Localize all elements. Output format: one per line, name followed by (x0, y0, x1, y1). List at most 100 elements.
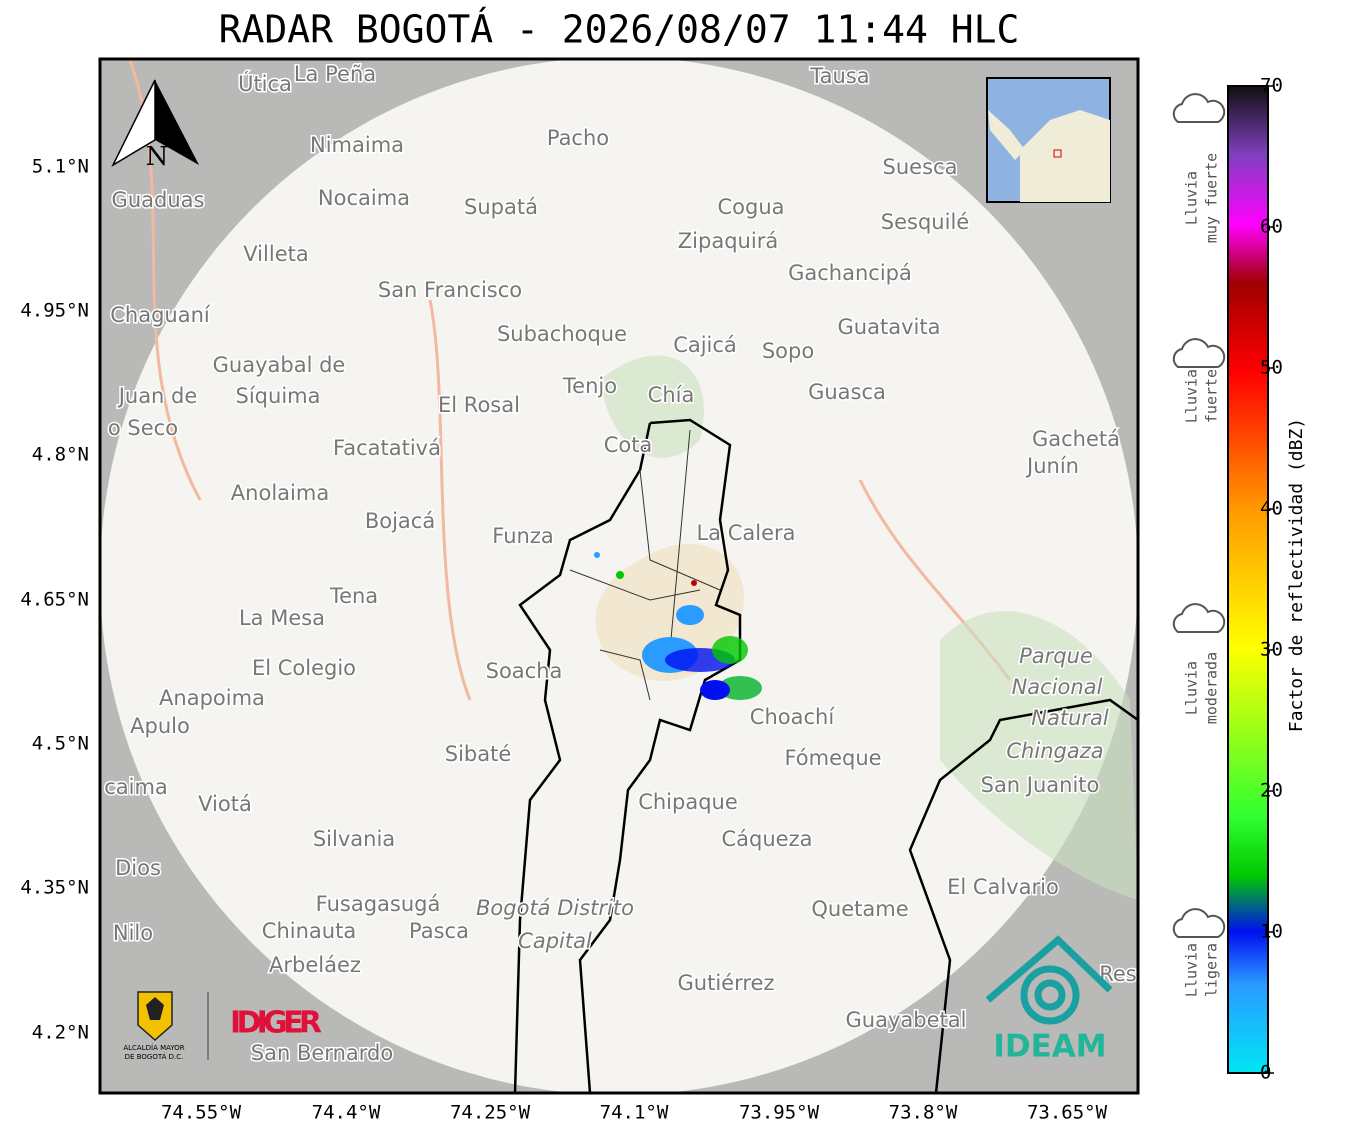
radar-echoes (594, 552, 762, 700)
place-label: Guayabal de (213, 353, 346, 377)
place-label: Cajicá (673, 333, 737, 357)
lat-tick-label: 4.5°N (32, 733, 89, 755)
place-label: Guasca (808, 380, 886, 404)
place-label: Sibaté (445, 742, 512, 766)
colorbar-tick-label: 60 (1260, 216, 1283, 238)
place-label: Guaduas (112, 188, 205, 212)
colorbar (1227, 85, 1269, 1074)
place-label: Tausa (809, 64, 869, 88)
place-label: Cáqueza (722, 827, 813, 851)
lat-tick-label: 5.1°N (32, 156, 89, 178)
lat-tick-label: 4.35°N (20, 877, 89, 899)
colorbar-tick-label: 0 (1260, 1062, 1271, 1084)
legend-label: Lluvia (1183, 661, 1201, 715)
place-label: Fusagasugá (316, 892, 441, 916)
alcaldia-line: DE BOGOTÁ D.C. (125, 1052, 184, 1061)
lon-tick-label: 74.55°W (161, 1102, 242, 1124)
place-label: La Peña (294, 62, 376, 86)
place-label: Supatá (464, 195, 538, 219)
map-area (100, 59, 1138, 1093)
place-label: El Colegio (252, 656, 356, 680)
place-label: Bojacá (365, 509, 435, 533)
legend-label: Lluvia (1183, 369, 1201, 423)
place-label: San Juanito (981, 773, 1100, 797)
lon-tick-label: 73.8°W (889, 1102, 958, 1124)
place-label: Silvania (313, 827, 395, 851)
lat-tick-label: 4.95°N (20, 300, 89, 322)
place-label: Gachetá (1032, 427, 1120, 451)
lat-tick-label: 4.8°N (32, 444, 89, 466)
place-label: Dios (115, 856, 161, 880)
legend-label: Lluvia (1183, 943, 1201, 997)
place-label: Choachí (750, 705, 836, 729)
place-label: Tenjo (562, 374, 617, 398)
rain-icon (1172, 603, 1226, 633)
place-label: Tena (329, 584, 378, 608)
place-label: Suesca (883, 155, 958, 179)
place-label: Gachancipá (788, 261, 912, 285)
lon-tick-label: 73.95°W (739, 1102, 820, 1124)
legend-label: moderada (1203, 652, 1221, 724)
alcaldia-logo (137, 991, 209, 1060)
place-label: Chingaza (1006, 739, 1103, 763)
place-label: Facatativá (333, 436, 441, 460)
place-label: El Rosal (438, 393, 520, 417)
north-label: N (146, 142, 169, 172)
place-label: Nimaima (310, 133, 404, 157)
place-label: Nilo (113, 921, 153, 945)
place-label: Zipaquirá (678, 229, 778, 253)
rain-icon (1172, 908, 1226, 938)
place-label: Bogotá Distrito (476, 896, 634, 920)
place-label: El Calvario (947, 875, 1059, 899)
boundaries (513, 418, 1138, 1093)
lon-tick-label: 74.4°W (312, 1102, 381, 1124)
colorbar-tick-label: 20 (1260, 780, 1283, 802)
place-label: Capital (518, 929, 592, 953)
rain-icon (1172, 338, 1226, 368)
place-label: Anolaima (231, 481, 329, 505)
colorbar-label: Factor de reflectividad (dBZ) (1286, 418, 1307, 732)
ideam-icon (985, 935, 1113, 1025)
legend-label: muy fuerte (1203, 153, 1221, 243)
place-label: Chinauta (262, 919, 356, 943)
inset-map (986, 77, 1111, 203)
legend-label: fuerte (1203, 369, 1221, 423)
place-label: Guatavita (838, 315, 941, 339)
place-label: Viotá (198, 792, 252, 816)
lon-tick-label: 74.1°W (600, 1102, 669, 1124)
place-label: Parque (1019, 644, 1093, 668)
legend-label: Lluvia (1183, 171, 1201, 225)
place-label: Fómeque (784, 746, 881, 770)
colorbar-tick-label: 50 (1260, 357, 1283, 379)
place-label: Chaguaní (110, 303, 211, 327)
place-label: San Bernardo (251, 1041, 393, 1065)
rain-icon (1172, 93, 1226, 123)
colorbar-tick-label: 30 (1260, 639, 1283, 661)
north-arrow (111, 79, 199, 167)
place-label: Soacha (486, 659, 563, 683)
place-label: Chipaque (638, 790, 738, 814)
place-label: Subachoque (497, 322, 627, 346)
place-label: Útica (238, 71, 292, 96)
place-label: Arbeláez (269, 953, 361, 977)
place-label: Natural (1031, 706, 1109, 730)
ideam-logo: IDEAM (993, 1029, 1106, 1065)
place-label: Pacho (547, 126, 609, 150)
title: RADAR BOGOTÁ - 2026/08/07 11:44 HLC (219, 8, 1020, 52)
place-label: caima (104, 775, 168, 799)
place-label: Síquima (236, 384, 321, 408)
place-label: Junín (1025, 454, 1079, 478)
lat-tick-label: 4.65°N (20, 589, 89, 611)
place-label: Cogua (717, 195, 784, 219)
place-label: Guayabetal (846, 1008, 967, 1032)
place-label: Juan de (117, 384, 198, 408)
colorbar-tick-label: 70 (1260, 75, 1283, 97)
place-label: Sesquilé (881, 210, 969, 234)
idiger-logo: IDIGER (230, 1006, 322, 1041)
place-label: o Seco (108, 416, 178, 440)
place-label: Sopo (762, 339, 814, 363)
legend-label: ligera (1203, 943, 1221, 997)
map-frame (98, 57, 1140, 1095)
place-label: La Calera (696, 521, 795, 545)
